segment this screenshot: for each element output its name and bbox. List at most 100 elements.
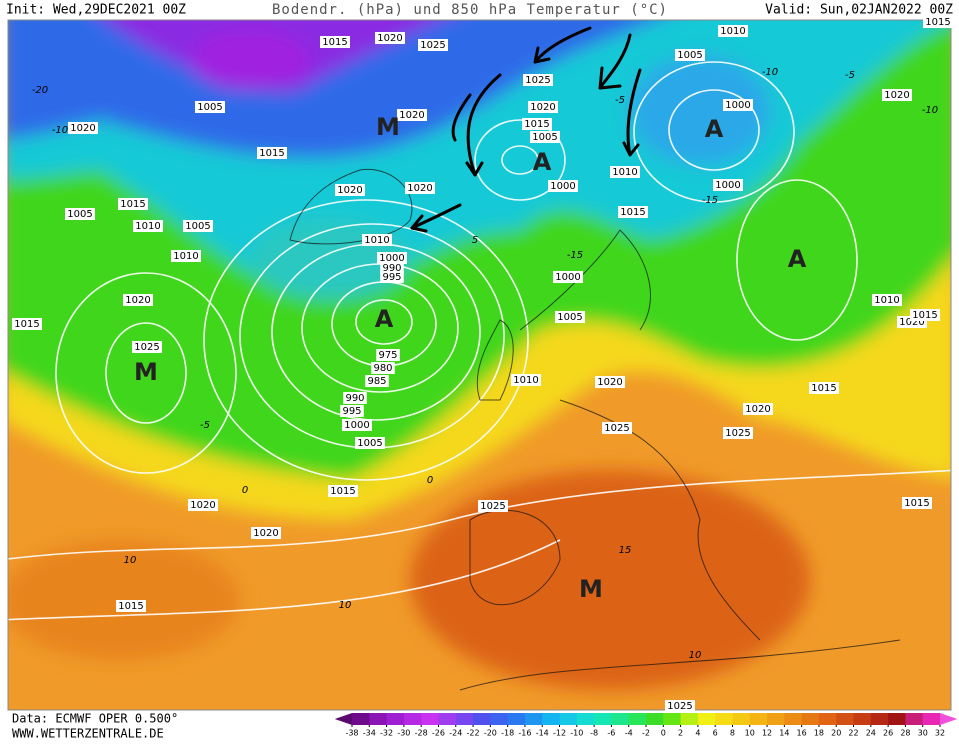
colorbar-segment — [542, 713, 561, 725]
isobar-label: 1010 — [720, 26, 745, 37]
isobar-label: 1005 — [197, 102, 222, 113]
colorbar-segment — [784, 713, 803, 725]
pressure-center: A — [375, 305, 394, 333]
isobar-label: 1005 — [185, 221, 210, 232]
colorbar-label: 2 — [678, 729, 683, 738]
colorbar-segment — [594, 713, 612, 725]
colorbar-label: 30 — [918, 729, 928, 738]
temperature-label: -10 — [762, 67, 778, 78]
colorbar-segment — [922, 713, 941, 725]
isobar-label: 1020 — [125, 295, 150, 306]
isobar-label-box — [723, 99, 753, 111]
isobar-label: 995 — [342, 406, 361, 417]
colorbar-label: 12 — [762, 729, 772, 738]
colorbar-end — [940, 713, 958, 725]
isobar-label: 1015 — [120, 199, 145, 210]
init-time: Init: Wed,29DEC2021 00Z — [6, 3, 186, 18]
colorbar-segment — [455, 713, 474, 725]
isobar-label-box — [523, 74, 553, 86]
colorbar-segment — [576, 713, 595, 725]
isobar-label: 1005 — [357, 438, 382, 449]
pressure-center: M — [579, 575, 603, 603]
isobar-label-box — [377, 252, 407, 264]
temperature-label: -10 — [52, 125, 68, 136]
colorbar-segment — [628, 713, 647, 725]
temperature-label: -15 — [702, 195, 718, 206]
temperature-label: -5 — [615, 95, 625, 106]
coastlines — [289, 168, 901, 691]
isobar-label-box — [371, 362, 395, 374]
isobar-label-box — [713, 179, 743, 191]
colorbar-segment — [663, 713, 682, 725]
colorbar-segment — [490, 713, 509, 725]
isobar-label: 1020 — [253, 528, 278, 539]
flow-arrows — [410, 26, 642, 233]
temperature-label: 5 — [472, 235, 478, 246]
isobar-label-box — [675, 49, 705, 61]
colorbar-segment — [818, 713, 837, 725]
isobar-label: 1015 — [524, 119, 549, 130]
colorbar-label: -4 — [625, 729, 633, 738]
isobar-label: 1010 — [513, 375, 538, 386]
colorbar-label: -18 — [501, 729, 514, 738]
temperature-label: -20 — [32, 85, 48, 96]
map-frame — [7, 19, 952, 711]
isobar-label-box — [335, 184, 365, 196]
colorbar-label: -12 — [553, 729, 566, 738]
colorbar-label: -30 — [397, 729, 410, 738]
isobar-label: 1000 — [344, 420, 369, 431]
colorbar-label: 18 — [814, 729, 824, 738]
isobar-label-box — [610, 166, 640, 178]
isobar-label-box — [902, 497, 932, 509]
colorbar-segment — [646, 713, 664, 725]
isobar-label-box — [595, 376, 625, 388]
temperature-label: 0 — [427, 475, 433, 486]
colorbar-label: 0 — [661, 729, 666, 738]
isobar-label-box — [723, 427, 753, 439]
isobar-label: 1000 — [725, 100, 750, 111]
isobar-label-box — [528, 101, 558, 113]
isobar-label: 1025 — [525, 75, 550, 86]
colorbar-segment — [386, 713, 405, 725]
isobar-label-box — [809, 382, 839, 394]
temperature-label: 10 — [689, 650, 702, 661]
colorbar-label: -6 — [607, 729, 615, 738]
isobar-label: 1025 — [480, 501, 505, 512]
isobar-label-box — [123, 294, 153, 306]
colorbar-label: 20 — [831, 729, 841, 738]
colorbar-label: 22 — [848, 729, 858, 738]
isobar-label-box — [718, 25, 748, 37]
temperature-label: 10 — [124, 555, 137, 566]
pressure-center: M — [376, 113, 400, 141]
isobar-label: 1020 — [884, 90, 909, 101]
isobar-label-box — [530, 131, 560, 143]
colorbar-label: -10 — [570, 729, 583, 738]
colorbar-segment — [559, 713, 578, 725]
isobar-label: 1020 — [399, 110, 424, 121]
colorbar-segment — [749, 713, 768, 725]
isobar-label: 1025 — [604, 423, 629, 434]
isobar-label-box — [882, 89, 912, 101]
isobar-label: 990 — [382, 263, 401, 274]
colorbar-label: -32 — [380, 729, 393, 738]
isobar-label-box — [320, 36, 350, 48]
isobar-label-box — [522, 118, 552, 130]
colorbar-segment — [905, 713, 924, 725]
isobar-label: 980 — [373, 363, 392, 374]
isobar-label: 1000 — [379, 253, 404, 264]
isobar-label-box — [602, 422, 632, 434]
isobar-label-box — [251, 527, 281, 539]
site-name: WWW.WETTERZENTRALE.DE — [12, 727, 164, 741]
isobar-label: 1005 — [677, 50, 702, 61]
colorbar-segment — [421, 713, 439, 725]
colorbar-label: 28 — [900, 729, 910, 738]
pressure-center: A — [533, 148, 552, 176]
colorbar-label: 8 — [730, 729, 735, 738]
temperature-label: 0 — [242, 485, 248, 496]
isobar-label-box — [665, 700, 695, 712]
isobar-label-box — [12, 318, 42, 330]
colorbar-segment — [611, 713, 630, 725]
isobar-label: 1020 — [337, 185, 362, 196]
